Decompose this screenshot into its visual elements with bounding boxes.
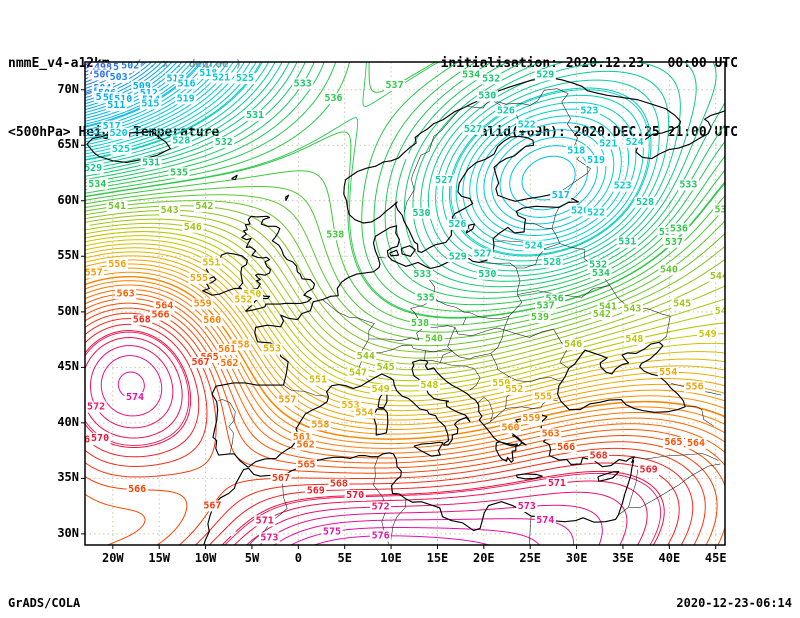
lat-tick-label: 50N: [57, 303, 79, 318]
lon-tick-label: 5E: [337, 551, 352, 565]
lon-tick-label: 45E: [704, 551, 727, 565]
lat-tick-label: 65N: [57, 137, 79, 152]
lon-tick-label: 40E: [658, 551, 681, 565]
lat-tick-label: 40N: [57, 414, 79, 429]
grads-credit: GrADS/COLA: [8, 596, 81, 610]
lat-tick-label: 45N: [57, 359, 79, 374]
lat-tick-label: 55N: [57, 248, 79, 263]
lon-tick-label: 0: [294, 551, 302, 565]
lat-tick-label: 30N: [57, 525, 79, 540]
lat-tick-label: 70N: [57, 81, 79, 96]
lon-tick-label: 30E: [565, 551, 588, 565]
lat-tick-label: 60N: [57, 192, 79, 207]
lon-tick-label: 10W: [194, 551, 217, 565]
lon-tick-label: 25E: [519, 551, 542, 565]
lon-tick-label: 20E: [472, 551, 495, 565]
lat-tick-label: 35N: [57, 470, 79, 485]
lon-tick-label: 5W: [244, 551, 260, 565]
creation-timestamp: 2020-12-23-06:14: [676, 596, 792, 610]
lon-tick-label: 15W: [148, 551, 171, 565]
lon-tick-label: 10E: [380, 551, 402, 565]
lon-tick-label: 15E: [426, 551, 449, 565]
lon-tick-label: 20W: [101, 551, 124, 565]
lon-tick-label: 35E: [612, 551, 634, 565]
